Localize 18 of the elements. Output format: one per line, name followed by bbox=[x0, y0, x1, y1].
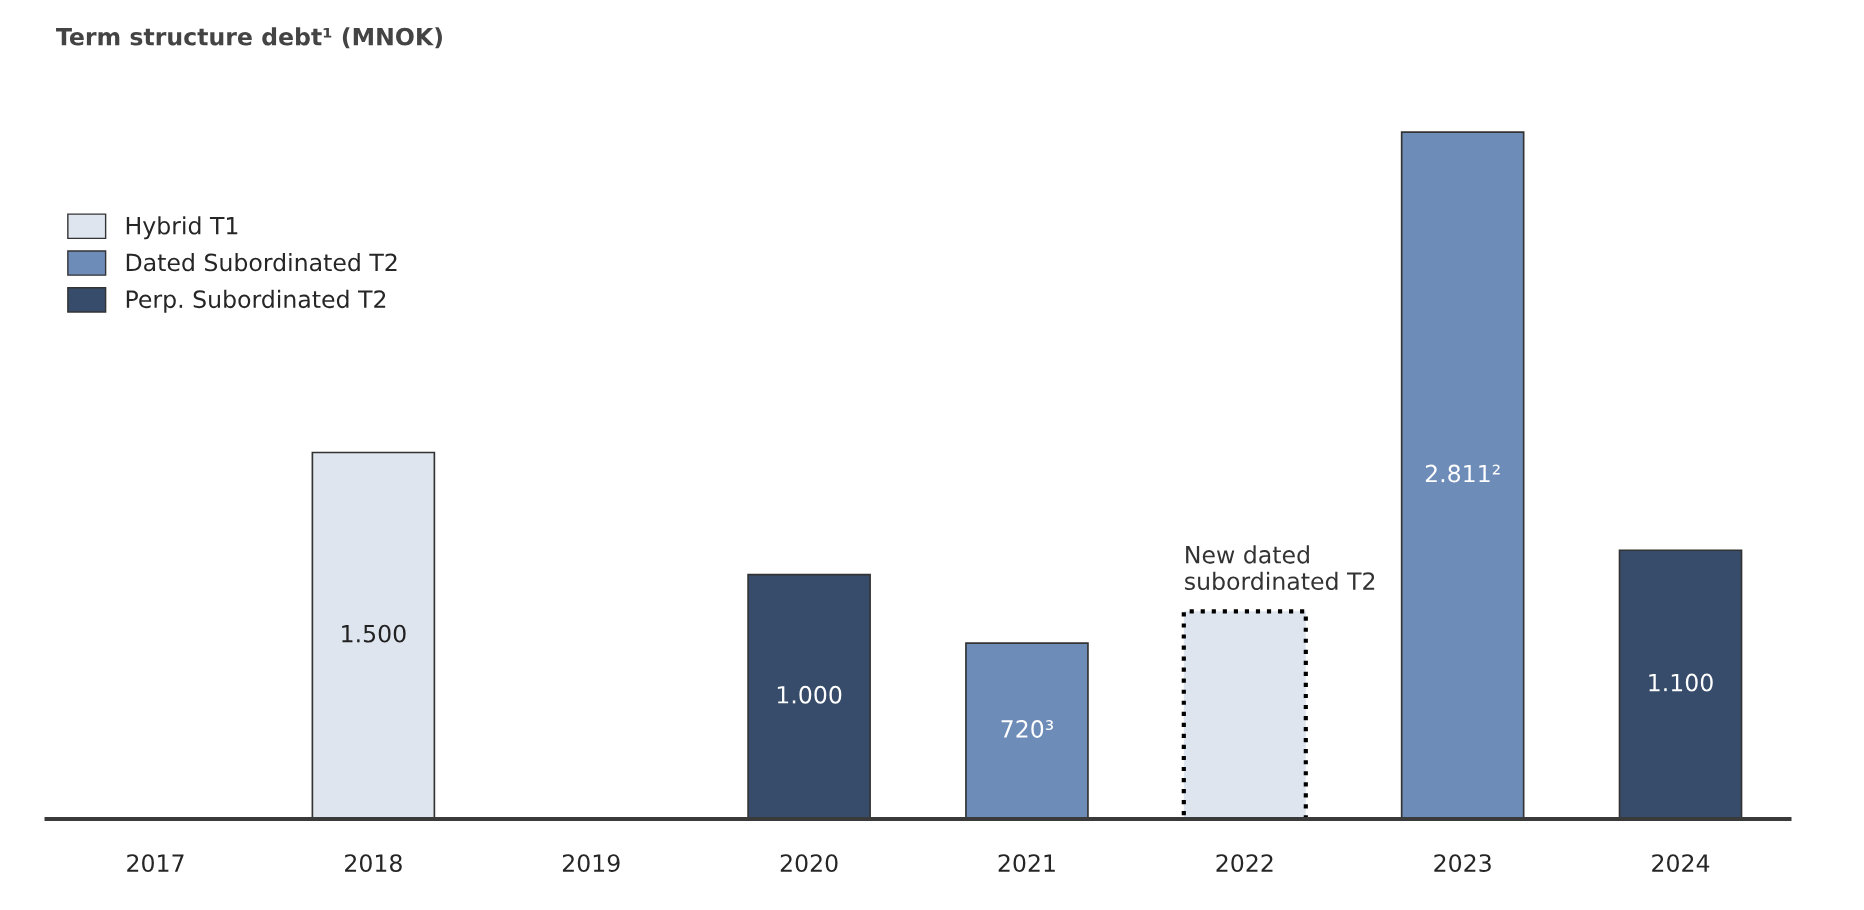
x-tick-label: 2017 bbox=[127, 854, 184, 872]
x-tick-label: 2024 bbox=[1652, 854, 1710, 872]
x-tick-label: 2018 bbox=[345, 854, 402, 872]
x-tick-label: 2019 bbox=[562, 854, 620, 872]
x-tick-label: 2023 bbox=[1434, 854, 1491, 872]
legend-label: Hybrid T1 bbox=[126, 216, 238, 240]
x-tick-label: 2020 bbox=[780, 854, 838, 872]
data-label: 1.100 bbox=[1649, 673, 1713, 692]
annotation: New dated subordinated T2 bbox=[1185, 545, 1375, 591]
legend-label: Dated Subordinated T2 bbox=[126, 253, 397, 272]
x-tick-label: 2021 bbox=[998, 854, 1055, 872]
data-label: 1.000 bbox=[777, 685, 842, 704]
data-label: 720³ bbox=[1001, 720, 1054, 738]
data-label: 1.500 bbox=[342, 624, 406, 643]
legend-label: Perp. Subordinated T2 bbox=[126, 289, 386, 313]
chart-title: Term structure debt¹ (MNOK) bbox=[56, 27, 442, 49]
x-tick-label: 2022 bbox=[1216, 854, 1273, 872]
data-label: 2.811² bbox=[1425, 464, 1500, 483]
